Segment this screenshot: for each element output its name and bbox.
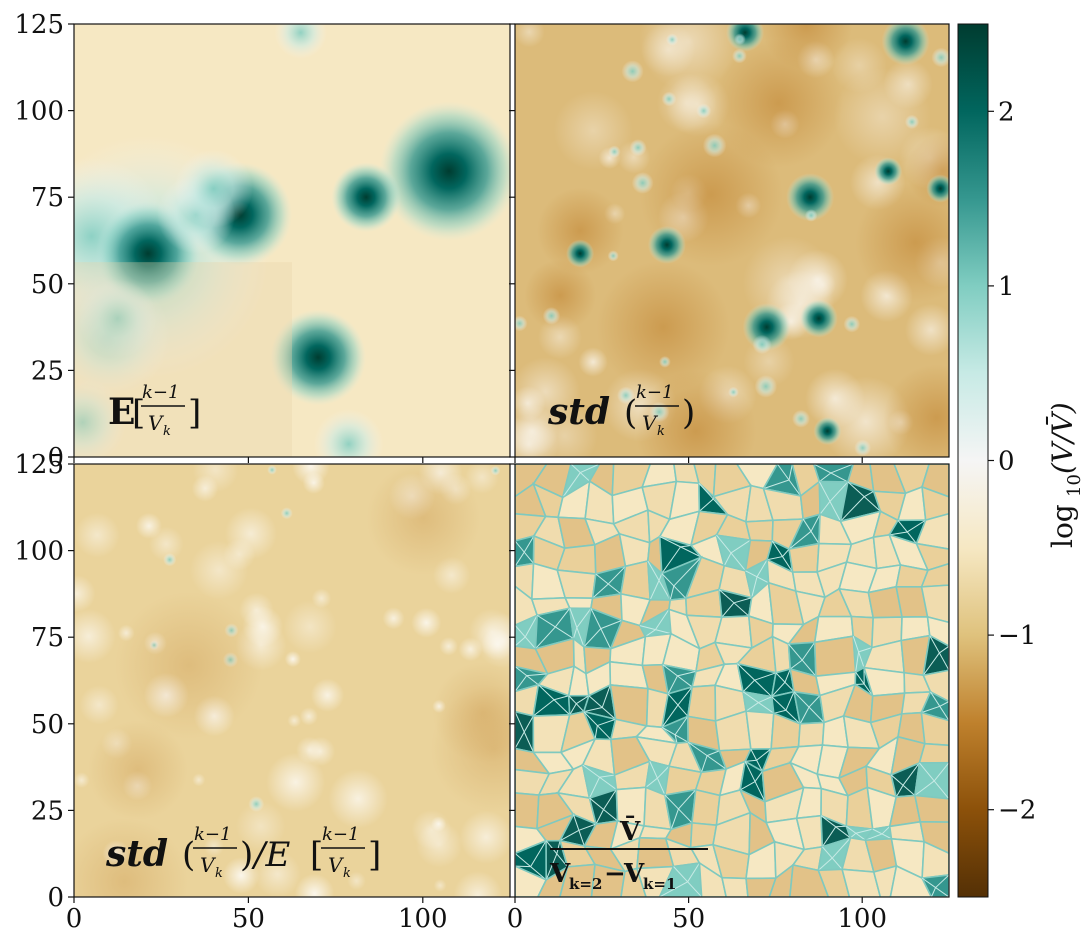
y-tick-label: 50	[31, 270, 64, 300]
svg-text:log: log	[1046, 504, 1079, 548]
colorbar-label: log 10 (V/V̄)	[1045, 402, 1084, 548]
svg-text:): )	[240, 835, 253, 875]
colorbar-tick-label: 0	[998, 447, 1015, 477]
colorbar-tick-label: 2	[998, 97, 1015, 127]
p3-label-mid: /E	[251, 835, 290, 875]
p2-label-main: std	[547, 391, 610, 433]
p1-label-sub: k	[163, 424, 171, 439]
svg-text:]: ]	[368, 835, 381, 875]
panel-3-label: std ( k−1 V k ) /E [ k−1 V k ]	[105, 824, 381, 881]
svg-text:V: V	[328, 853, 345, 877]
colorbar-ticks: −2 −1 0 1 2	[988, 97, 1036, 826]
x-tick-label: 100	[837, 904, 887, 930]
colorbar-tick-label: −2	[998, 796, 1036, 826]
x-tick-label: 100	[398, 904, 448, 930]
svg-text:V: V	[200, 853, 217, 877]
p4-label-num: V̄	[619, 815, 641, 847]
panel-std	[515, 24, 949, 457]
panel-coefficient-of-variation	[74, 464, 510, 897]
p1-label-num: k−1	[142, 382, 179, 403]
svg-text:k−1: k−1	[194, 824, 231, 845]
p2-label-num: k−1	[636, 382, 673, 403]
density-halo-13	[74, 378, 127, 457]
density-halo-10	[313, 409, 384, 457]
svg-text:k=2: k=2	[569, 875, 602, 893]
svg-text:10: 10	[1064, 474, 1084, 497]
x-tick-label: 0	[66, 904, 83, 930]
y-tick-label: 125	[14, 450, 64, 480]
x-tick-label: 0	[507, 904, 524, 930]
p4-label-den: V	[549, 859, 571, 889]
colorbar-gradient	[957, 23, 989, 898]
x-tick-label: 50	[672, 904, 705, 930]
p2-label-sub: k	[657, 424, 665, 439]
density-halo-7	[379, 101, 510, 241]
p3-label-main: std	[105, 833, 168, 875]
panel-4-frame	[514, 463, 950, 898]
panel-3-frame	[73, 463, 511, 898]
panel-1-frame	[73, 23, 511, 458]
colorbar: −2 −1 0 1 2 log 10 (V/V̄)	[957, 23, 1084, 898]
panel-2-frame	[514, 23, 950, 458]
y-tick-label: 75	[31, 623, 64, 653]
svg-text:(: (	[624, 393, 637, 433]
svg-text:k−1: k−1	[322, 824, 359, 845]
svg-text:k: k	[215, 866, 223, 881]
density-halo-8	[331, 162, 401, 233]
svg-text:k=1: k=1	[643, 875, 676, 893]
svg-text:(V/V̄): (V/V̄)	[1045, 402, 1079, 474]
y-tick-label: 0	[47, 443, 64, 473]
density-halo-9	[78, 279, 157, 358]
colorbar-tick-label: −1	[998, 621, 1036, 651]
panel-voronoi-ratio	[515, 464, 949, 897]
y-tick-label: 50	[31, 710, 64, 740]
svg-text:k: k	[343, 866, 351, 881]
svg-text:[: [	[132, 393, 145, 433]
svg-text:]: ]	[188, 393, 201, 433]
panel-expectation	[74, 24, 510, 457]
panel-2-label: std ( k−1 V k )	[547, 382, 695, 439]
y-tick-label: 75	[31, 183, 64, 213]
svg-text:V: V	[623, 859, 645, 889]
colorbar-tick-label: 1	[998, 272, 1015, 302]
panel-4-label: V̄ V k=2 − V k=1	[549, 815, 708, 893]
y-tick-label: 0	[47, 883, 64, 913]
svg-text:(: (	[182, 835, 195, 875]
y-tick-label: 100	[14, 537, 64, 567]
density-halo-6	[270, 309, 367, 406]
p1-label-main: E	[108, 391, 135, 433]
p1-label-den: V	[148, 411, 165, 435]
y-tick-label: 25	[31, 796, 64, 826]
density-halo-12	[274, 24, 327, 59]
density-halo-11	[174, 149, 253, 228]
y-tick-label: 125	[14, 10, 64, 40]
svg-text:−: −	[604, 859, 626, 889]
svg-text:): )	[682, 393, 695, 433]
y-tick-label: 25	[31, 356, 64, 386]
y-tick-label: 100	[14, 97, 64, 127]
p2-label-den: V	[642, 411, 659, 435]
panel-1-label: E [ k−1 V k ]	[108, 382, 201, 439]
svg-text:[: [	[310, 835, 323, 875]
x-tick-label: 50	[232, 904, 265, 930]
